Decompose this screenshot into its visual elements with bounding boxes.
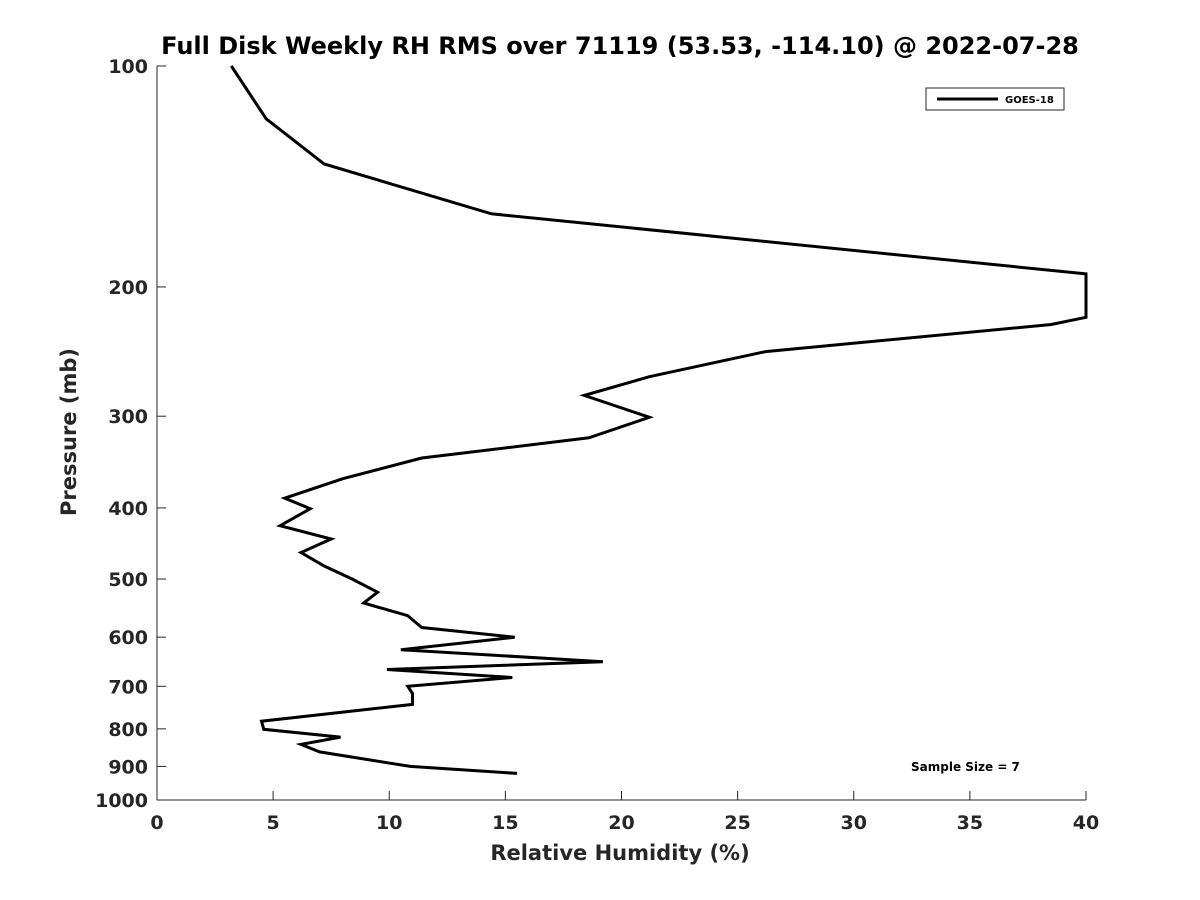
y-tick-label: 300 [108, 406, 148, 428]
series-layer [230, 65, 1088, 775]
x-tick-label: 0 [150, 812, 163, 834]
x-tick-label: 25 [724, 812, 750, 834]
legend-label-goes-18: GOES-18 [1005, 95, 1054, 106]
y-tick-label: 200 [108, 277, 148, 299]
y-tick-label: 500 [108, 569, 148, 591]
chart-title: Full Disk Weekly RH RMS over 71119 (53.5… [161, 32, 1079, 60]
series-line-goes-18 [230, 65, 1088, 775]
sample-size-annotation: Sample Size = 7 [911, 760, 1020, 774]
y-tick-label: 400 [108, 498, 148, 520]
x-tick-label: 10 [376, 812, 402, 834]
x-tick-label: 15 [492, 812, 518, 834]
x-tick-label: 20 [608, 812, 634, 834]
y-tick-label: 600 [108, 627, 148, 649]
x-tick-label: 30 [841, 812, 867, 834]
y-axis-label: Pressure (mb) [57, 348, 81, 516]
y-tick-label: 900 [108, 756, 148, 778]
y-tick-label: 800 [108, 719, 148, 741]
x-tick-label: 5 [267, 812, 280, 834]
y-tick-label: 1000 [95, 790, 148, 812]
y-tick-label: 100 [108, 56, 148, 78]
x-tick-label: 40 [1073, 812, 1099, 834]
x-ticks: 0 5 10 15 20 25 30 35 40 [150, 791, 1099, 834]
y-ticks: 100 200 300 400 500 600 700 800 900 1000 [95, 56, 166, 812]
axes: 0 5 10 15 20 25 30 35 40 100 200 300 400 500 600 700 80… [95, 56, 1099, 834]
legend: GOES-18 [925, 87, 1065, 111]
x-tick-label: 35 [957, 812, 983, 834]
y-tick-label: 700 [108, 676, 148, 698]
x-axis-label: Relative Humidity (%) [490, 841, 749, 865]
